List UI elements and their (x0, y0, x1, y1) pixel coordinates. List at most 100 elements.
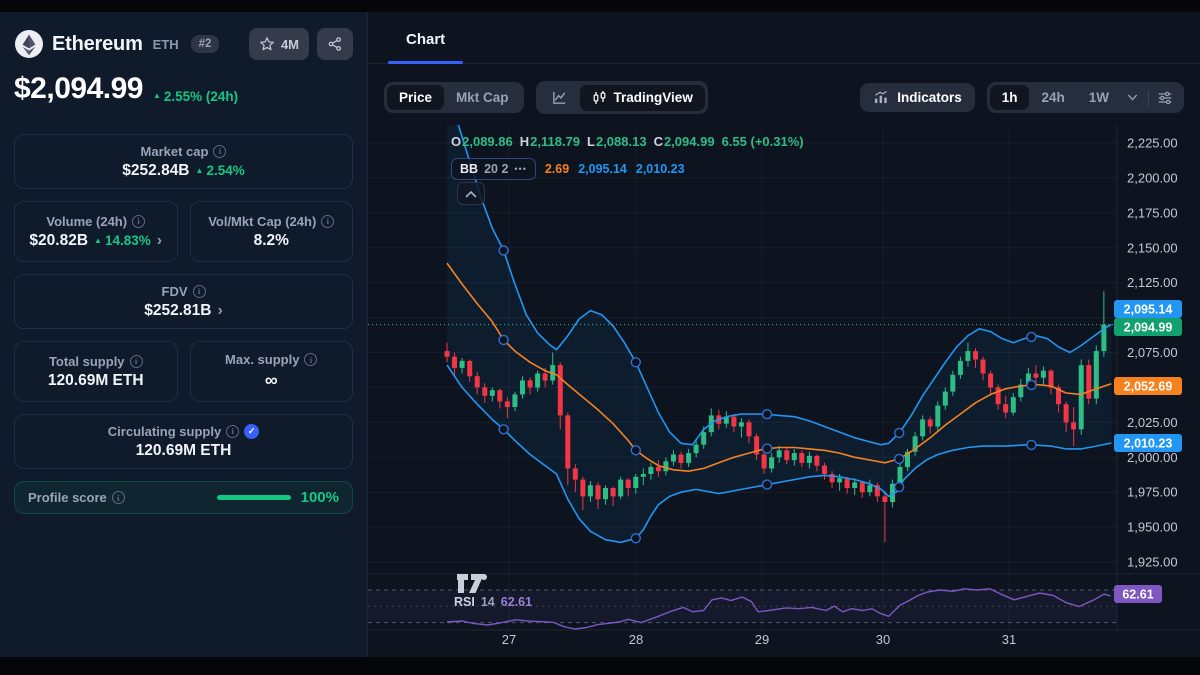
up-arrow-icon: ▲ (152, 91, 161, 100)
ethereum-logo (15, 30, 43, 58)
price-change-24h: ▲ 2.55% (24h) (152, 88, 239, 104)
svg-text:27: 27 (502, 632, 516, 647)
chevron-down-icon[interactable] (1125, 90, 1140, 105)
bb-upper-value: 2,095.14 (578, 162, 627, 176)
time-axis-labels: 27 28 29 30 31 (502, 632, 1016, 647)
tradingview-option[interactable]: TradingView (579, 84, 705, 111)
bb-indicator-box[interactable]: BB 20 2 ••• (451, 158, 536, 180)
price-mktcap-toggle: Price Mkt Cap (384, 82, 524, 113)
total-supply-label: Total supply (48, 353, 125, 369)
profile-score-value: 100% (300, 489, 339, 506)
up-arrow-icon: ▲ (94, 235, 102, 245)
market-cap-change: 2.54% (206, 163, 245, 178)
svg-text:2,225.00: 2,225.00 (1127, 136, 1178, 151)
circulating-supply-label: Circulating supply (107, 423, 222, 439)
info-icon[interactable]: i (111, 491, 125, 504)
svg-text:2,052.69: 2,052.69 (1124, 380, 1173, 394)
svg-text:30: 30 (876, 632, 890, 647)
tab-chart[interactable]: Chart (387, 31, 464, 64)
watchlist-button[interactable]: 4M (248, 28, 309, 60)
max-supply-value: ∞ (264, 370, 278, 390)
share-icon (328, 37, 341, 51)
indicators-icon (875, 90, 888, 104)
timeframe-24h[interactable]: 24h (1041, 90, 1065, 105)
market-cap-card[interactable]: Market cap i $252.84B ▲ 2.54% (14, 134, 353, 189)
chart-type-toggle: TradingView (535, 81, 708, 114)
info-icon[interactable]: i (213, 144, 227, 158)
ohlc-change: 6.55 (+0.31%) (721, 134, 804, 149)
chevron-right-icon[interactable]: › (217, 301, 223, 319)
line-chart-option[interactable] (539, 84, 580, 111)
bb-indicator-legend: BB 20 2 ••• 2.69 2,095.14 2,010.23 (451, 158, 685, 180)
indicators-button[interactable]: Indicators (860, 83, 975, 112)
info-icon[interactable]: i (321, 214, 335, 228)
info-icon[interactable]: i (304, 353, 318, 366)
svg-text:2,094.99: 2,094.99 (1124, 321, 1173, 335)
volume-value: $20.82B (29, 231, 89, 249)
profile-score-label: Profile score (28, 490, 107, 505)
chevron-right-icon[interactable]: › (156, 231, 163, 249)
timeframe-1w[interactable]: 1W (1088, 90, 1109, 105)
rank-badge: #2 (190, 35, 220, 53)
current-price: $2,094.99 (14, 72, 143, 105)
info-icon[interactable]: i (129, 354, 143, 368)
timeframe-1h[interactable]: 1h (989, 85, 1030, 110)
svg-text:2,075.00: 2,075.00 (1127, 345, 1178, 360)
rsi-value: 62.61 (500, 595, 533, 609)
svg-text:2,010.23: 2,010.23 (1124, 437, 1173, 451)
volume-card[interactable]: Volume (24h) i $20.82B ▲ 14.83% › (14, 201, 178, 262)
fdv-label: FDV (161, 283, 188, 299)
svg-text:2,200.00: 2,200.00 (1127, 170, 1178, 185)
collapse-legend-button[interactable] (457, 182, 485, 205)
svg-text:2,000.00: 2,000.00 (1127, 450, 1178, 465)
price-axis-badges: 2,095.14 2,094.99 2,052.69 2,010.23 62.61 (1114, 300, 1182, 603)
line-chart-icon (552, 91, 565, 104)
chart-toolbar: Price Mkt Cap (384, 81, 1184, 114)
watchlist-count: 4M (280, 36, 299, 52)
info-icon[interactable]: i (226, 424, 240, 438)
app-window: Ethereum ETH #2 4M (0, 12, 1200, 657)
svg-text:29: 29 (755, 632, 769, 647)
bb-lower-value: 2,010.23 (635, 162, 685, 176)
chart-settings-icon[interactable] (1157, 90, 1173, 106)
more-options-icon[interactable]: ••• (514, 164, 527, 174)
svg-text:1,950.00: 1,950.00 (1127, 520, 1178, 535)
trading-chart[interactable]: 2,225.00 2,200.00 2,175.00 2,150.00 2,125.00… (368, 125, 1199, 657)
max-supply-card[interactable]: Max. supply i ∞ (189, 341, 353, 402)
candles-layer (444, 291, 1107, 543)
coin-sidebar: Ethereum ETH #2 4M (0, 12, 368, 657)
profile-score-card[interactable]: Profile score i 100% (14, 481, 353, 514)
max-supply-label: Max. supply (225, 352, 300, 367)
svg-text:2,175.00: 2,175.00 (1127, 205, 1178, 220)
up-arrow-icon: ▲ (195, 165, 204, 175)
chart-panel: Chart Price Mkt Cap (368, 12, 1200, 657)
toggle-mktcap[interactable]: Mkt Cap (456, 90, 509, 105)
svg-text:31: 31 (1002, 632, 1016, 647)
circulating-supply-card[interactable]: Circulating supply i ✓ 120.69M ETH (14, 414, 353, 469)
vol-mktcap-label: Vol/Mkt Cap (24h) (208, 213, 317, 229)
vol-mktcap-card[interactable]: Vol/Mkt Cap (24h) i 8.2% (189, 201, 353, 262)
toolbar-divider (1148, 89, 1149, 106)
tab-bar: Chart (368, 12, 1200, 64)
timeframe-selector: 1h 24h 1W (986, 82, 1184, 113)
rsi-indicator-legend[interactable]: RSI 14 62.61 (454, 595, 533, 609)
info-icon[interactable]: i (132, 214, 146, 228)
bb-mid-value: 2.69 (544, 162, 570, 176)
volume-change: 14.83% (104, 233, 151, 248)
profile-score-bar (216, 495, 291, 500)
fdv-value: $252.81B (144, 301, 212, 319)
market-cap-label: Market cap (140, 143, 209, 159)
share-button[interactable] (317, 28, 353, 60)
total-supply-card[interactable]: Total supply i 120.69M ETH (14, 341, 178, 402)
fdv-card[interactable]: FDV i $252.81B › (14, 274, 353, 329)
toggle-price[interactable]: Price (387, 85, 445, 110)
info-icon[interactable]: i (192, 284, 206, 298)
svg-text:2,095.14: 2,095.14 (1124, 303, 1173, 317)
price-chart-svg[interactable]: 2,225.00 2,200.00 2,175.00 2,150.00 2,125.00… (368, 125, 1199, 657)
ohlc-legend: O2,089.86 H2,118.79 L2,088.13 C2,094.99 … (451, 134, 804, 149)
circulating-supply-value: 120.69M ETH (135, 441, 232, 459)
tradingview-watermark-icon (456, 573, 490, 600)
price-axis-labels: 2,225.00 2,200.00 2,175.00 2,150.00 2,125.00… (1127, 136, 1178, 570)
svg-text:2,150.00: 2,150.00 (1127, 240, 1178, 255)
volume-label: Volume (24h) (46, 213, 128, 229)
